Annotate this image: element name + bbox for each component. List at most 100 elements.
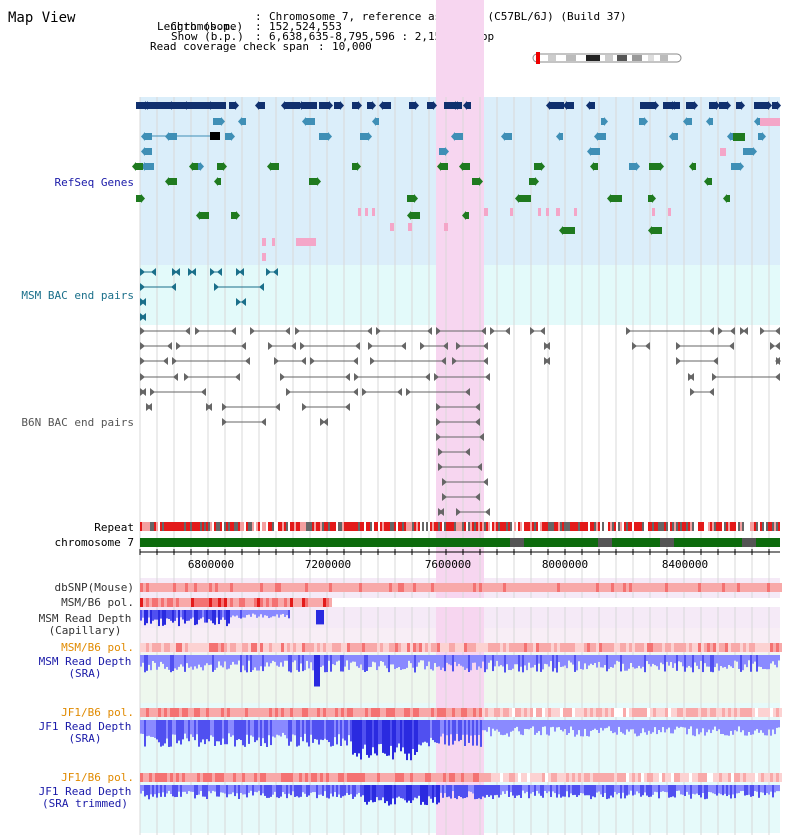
depth-bar: [362, 720, 364, 749]
heat-cell: [533, 583, 536, 592]
heat-cell: [608, 583, 611, 592]
heat-cell: [626, 708, 629, 717]
repeat-segment: [370, 522, 372, 531]
track-label-jf1-depth-trimmed[interactable]: JF1 Read Depth (SRA trimmed): [30, 786, 140, 810]
repeat-segment: [648, 522, 650, 531]
heat-cell: [599, 773, 602, 782]
heat-cell: [623, 583, 626, 592]
heat-cell: [170, 583, 173, 592]
repeat-segment: [592, 522, 594, 531]
heat-cell: [191, 643, 194, 652]
depth-bar: [210, 785, 212, 794]
bac-end: [362, 388, 367, 396]
repeat-segment: [666, 522, 668, 531]
depth-bar: [256, 720, 258, 741]
repeat-segment: [190, 522, 192, 531]
track-label-jf1-pol-2[interactable]: JF1/B6 pol.: [61, 771, 134, 784]
heat-cell: [500, 643, 503, 652]
depth-bar: [214, 610, 216, 625]
heat-cell: [512, 773, 515, 782]
heat-cell: [344, 773, 347, 782]
repeat-segment: [588, 522, 590, 531]
heat-cell: [740, 583, 743, 592]
depth-bar: [322, 720, 324, 741]
depth-bar: [694, 720, 696, 737]
gene-arrow: [372, 117, 376, 126]
bac-end: [368, 342, 373, 350]
track-label-jf1-pol-1[interactable]: JF1/B6 pol.: [61, 706, 134, 719]
heat-cell: [671, 643, 674, 652]
repeat-segment: [426, 522, 428, 531]
heat-cell: [167, 583, 170, 592]
depth-bar: [490, 655, 492, 661]
track-label-msm-pol-1[interactable]: MSM/B6 pol.: [61, 596, 134, 609]
depth-bar: [560, 720, 562, 730]
repeat-segment: [250, 522, 252, 531]
heat-cell: [398, 708, 401, 717]
depth-bar: [756, 655, 758, 672]
heat-cell: [197, 583, 200, 592]
repeat-segment: [722, 522, 724, 531]
depth-bar: [236, 785, 238, 794]
heat-cell: [299, 643, 302, 652]
heat-cell: [530, 598, 533, 607]
heat-cell: [404, 598, 407, 607]
gene-body: [510, 208, 513, 216]
depth-bar: [178, 655, 180, 667]
track-label-msm-depth-sra[interactable]: MSM Read Depth (SRA): [30, 656, 140, 680]
track-label-dbsnp[interactable]: dbSNP(Mouse): [54, 581, 134, 594]
depth-bar: [162, 655, 164, 664]
heat-cell: [320, 773, 323, 782]
heat-cell: [314, 583, 317, 592]
track-label-line: (SRA): [68, 667, 102, 680]
track-label-refseq[interactable]: RefSeq Genes: [54, 176, 134, 189]
track-label-msm-depth-capillary[interactable]: MSM Read Depth (Capillary): [30, 613, 140, 637]
gene-arrow: [706, 117, 710, 126]
gene-body: [302, 102, 317, 109]
heat-cell: [764, 773, 767, 782]
gene-feature: [352, 101, 362, 110]
track-label-msm-pol-2[interactable]: MSM/B6 pol.: [61, 641, 134, 654]
heat-cell: [446, 643, 449, 652]
heat-cell: [410, 583, 413, 592]
depth-bar: [648, 720, 650, 731]
depth-bar: [412, 720, 414, 749]
gene-body: [456, 102, 462, 109]
repeat-segment: [158, 522, 160, 531]
depth-bar: [438, 785, 440, 803]
heat-cell: [209, 643, 212, 652]
heat-cell: [422, 598, 425, 607]
track-label-b6n-bac[interactable]: B6N BAC end pairs: [21, 416, 134, 429]
depth-bar: [196, 610, 198, 625]
depth-bar: [674, 785, 676, 798]
heat-cell: [635, 643, 638, 652]
track-label-jf1-depth-sra[interactable]: JF1 Read Depth (SRA): [30, 721, 140, 745]
depth-bar: [454, 655, 456, 662]
depth-bar: [348, 655, 350, 670]
track-label-msm-bac[interactable]: MSM BAC end pairs: [21, 289, 134, 302]
depth-bar: [672, 655, 674, 668]
depth-bar: [592, 720, 594, 730]
heat-cell: [260, 708, 263, 717]
depth-bar: [770, 655, 772, 664]
depth-bar: [580, 785, 582, 793]
heat-cell: [197, 708, 200, 717]
depth-bar: [236, 720, 238, 741]
repeat-segment: [302, 522, 304, 531]
heat-cell: [167, 773, 170, 782]
depth-bar: [562, 785, 564, 797]
gene-feature: [648, 194, 656, 203]
depth-bar: [370, 720, 372, 756]
track-label-chromosome[interactable]: chromosome 7: [54, 536, 134, 549]
depth-bar: [698, 720, 700, 735]
heat-cell: [752, 708, 755, 717]
depth-bar: [256, 785, 258, 793]
track-label-repeat[interactable]: Repeat: [94, 521, 134, 534]
depth-bar: [670, 785, 672, 798]
heat-cell: [671, 708, 674, 717]
repeat-segment: [392, 522, 394, 531]
heat-cell: [176, 643, 179, 652]
heat-cell: [254, 598, 257, 607]
bac-end: [425, 373, 430, 381]
